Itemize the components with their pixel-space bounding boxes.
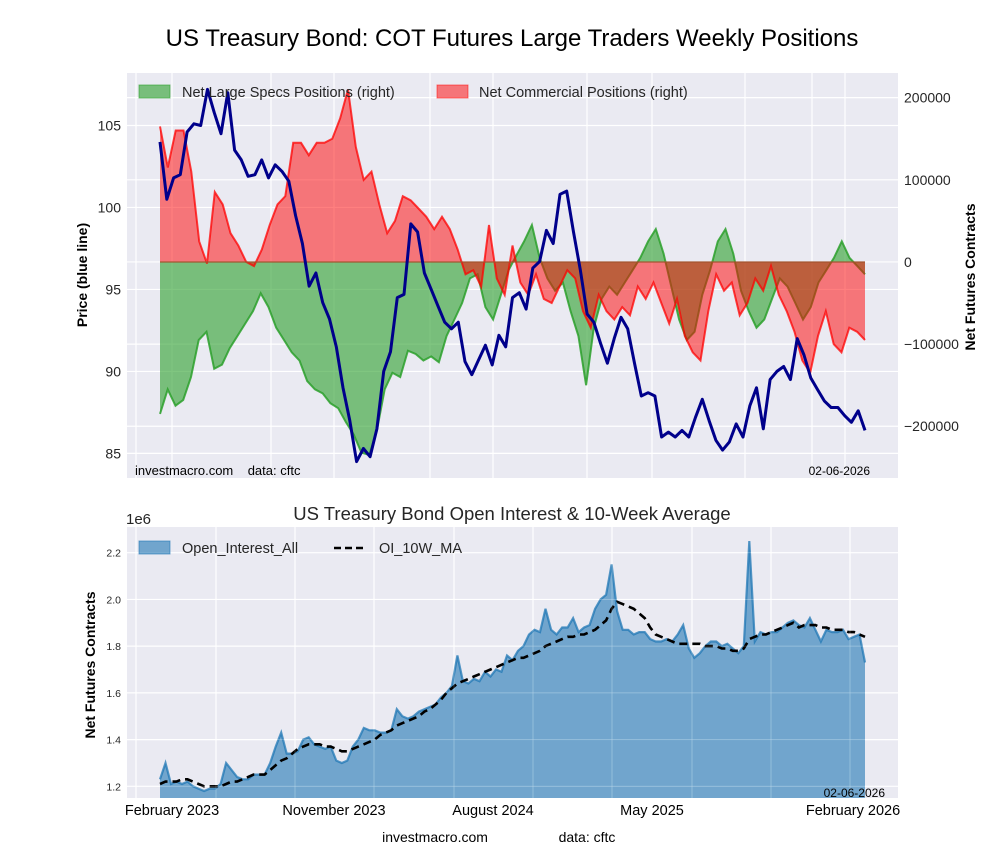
left-tick-label: 90: [105, 363, 121, 379]
right-tick-label: 100000: [904, 172, 951, 188]
x-tick-label: May 2025: [620, 803, 684, 819]
legend-label-ma: OI_10W_MA: [379, 541, 462, 557]
top-watermark: investmacro.com data: cftc: [135, 463, 301, 478]
top-price-line: [158, 87, 867, 464]
legend-label-open-interest: Open_Interest_All: [182, 541, 298, 557]
bottom-offset-label: 1e6: [126, 511, 151, 528]
price-line: [158, 87, 867, 464]
open-interest-area: [160, 541, 865, 798]
x-tick-label: February 2023: [125, 803, 219, 819]
x-tick-label: November 2023: [282, 803, 385, 819]
footer-source: data: cftc: [559, 829, 616, 845]
ma-line: [159, 600, 866, 788]
bottom-y-axis: 1.2 1.4 1.6 1.8 2.0 2.2: [106, 548, 121, 794]
x-tick-label: February 2026: [806, 803, 900, 819]
legend-swatch-specs: [138, 84, 171, 99]
right-tick-label: −100000: [904, 336, 959, 352]
y-tick-label: 1.6: [106, 688, 121, 700]
y-tick-label: 1.2: [106, 781, 121, 793]
y-tick-label: 2.0: [106, 594, 121, 606]
footer-site: investmacro.com: [382, 829, 488, 845]
top-legend: Net Large Specs Positions (right) Net Co…: [138, 84, 688, 101]
y-tick-label: 1.4: [106, 735, 121, 747]
y-tick-label: 1.8: [106, 641, 121, 653]
left-tick-label: 85: [105, 445, 121, 461]
legend-swatch-commercial: [436, 84, 469, 99]
top-left-axis-label: Price (blue line): [74, 223, 90, 327]
left-tick-label: 95: [105, 281, 121, 297]
figure-title: US Treasury Bond: COT Futures Large Trad…: [166, 25, 859, 52]
bottom-plot: US Treasury Bond Open Interest & 10-Week…: [82, 503, 900, 819]
right-tick-label: 0: [904, 254, 912, 270]
right-tick-label: 200000: [904, 90, 951, 106]
legend-swatch-open-interest: [138, 540, 171, 555]
left-tick-label: 100: [98, 199, 122, 215]
legend-label-specs: Net Large Specs Positions (right): [182, 85, 395, 101]
y-tick-label: 2.2: [106, 548, 121, 560]
top-left-axis: 85 90 95 100 105: [98, 117, 122, 461]
bottom-plot-title: US Treasury Bond Open Interest & 10-Week…: [293, 503, 730, 524]
left-tick-label: 105: [98, 117, 122, 133]
top-plot: 85 90 95 100 105 −200000 −100000 0 100000 200000…: [74, 73, 978, 478]
top-date-stamp: 02-06-2026: [809, 464, 871, 478]
bottom-grid-overlay: [127, 527, 898, 798]
bottom-date-stamp: 02-06-2026: [824, 786, 886, 800]
right-tick-label: −200000: [904, 418, 959, 434]
top-right-axis: −200000 −100000 0 100000 200000: [904, 90, 959, 435]
bottom-x-axis: February 2023 November 2023 August 2024 May…: [125, 803, 900, 819]
commercial-area: [160, 89, 865, 373]
x-tick-label: August 2024: [452, 803, 533, 819]
bottom-legend: Open_Interest_All OI_10W_MA: [138, 540, 462, 557]
bottom-ma-line: [159, 600, 866, 788]
commercial-line: [159, 89, 866, 376]
top-areas: [159, 89, 866, 457]
bottom-y-axis-label: Net Futures Contracts: [82, 591, 98, 738]
top-right-axis-label: Net Futures Contracts: [962, 203, 978, 350]
legend-label-commercial: Net Commercial Positions (right): [479, 85, 688, 101]
specs-line: [159, 221, 866, 457]
